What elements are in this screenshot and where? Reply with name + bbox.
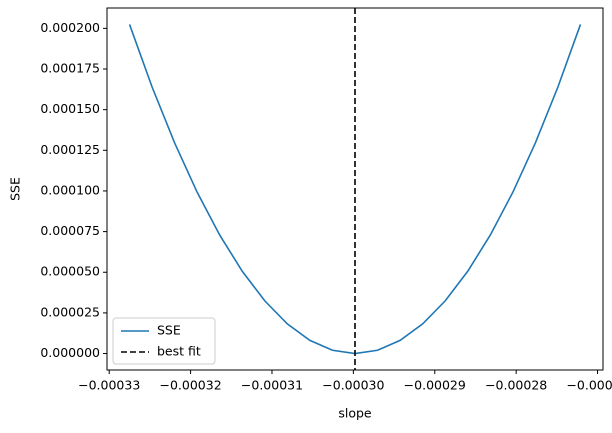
x-tick-label: −0.00027 [566, 378, 612, 393]
x-tick-label: −0.00029 [404, 378, 466, 393]
y-tick-label: 0.000150 [40, 101, 100, 116]
y-tick-label: 0.000175 [40, 61, 100, 76]
y-tick-label: 0.000075 [40, 223, 100, 238]
plot-frame [106, 7, 604, 371]
y-tick-label: 0.000050 [40, 264, 100, 279]
x-tick-label: −0.00033 [78, 378, 140, 393]
y-tick-label: 0.000000 [40, 345, 100, 360]
y-tick-label: 0.000200 [40, 20, 100, 35]
x-tick-label: −0.00032 [160, 378, 222, 393]
y-tick-label: 0.000100 [40, 182, 100, 197]
y-tick-label: 0.000125 [40, 142, 100, 157]
x-tick-label: −0.00031 [241, 378, 303, 393]
legend-box [112, 317, 216, 365]
legend-label: best fit [157, 344, 201, 359]
y-axis-label: SSE [8, 177, 23, 201]
x-tick-label: −0.00028 [485, 378, 547, 393]
legend-label: SSE [157, 323, 181, 338]
x-tick-label: −0.00030 [322, 378, 384, 393]
y-tick-label: 0.000025 [40, 304, 100, 319]
x-axis-label: slope [338, 406, 372, 421]
